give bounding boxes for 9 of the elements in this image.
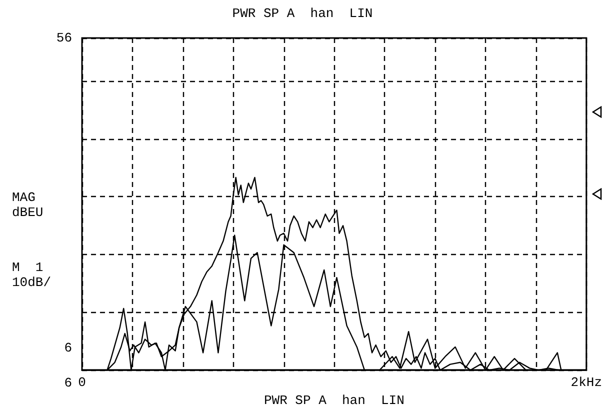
x-tick-label: 2kHz [570, 375, 602, 390]
text: 6 [64, 376, 72, 390]
x-tick-label: 0 [78, 375, 86, 390]
y-axis-title: MAG dBEU [12, 190, 44, 220]
text: 56 [56, 30, 72, 46]
text: 6 [64, 340, 72, 356]
text: M 1 10dB/ [12, 260, 52, 290]
chart-title: PWR SP A han LIN [232, 6, 373, 21]
x-axis-title: PWR SP A han LIN [264, 393, 404, 408]
